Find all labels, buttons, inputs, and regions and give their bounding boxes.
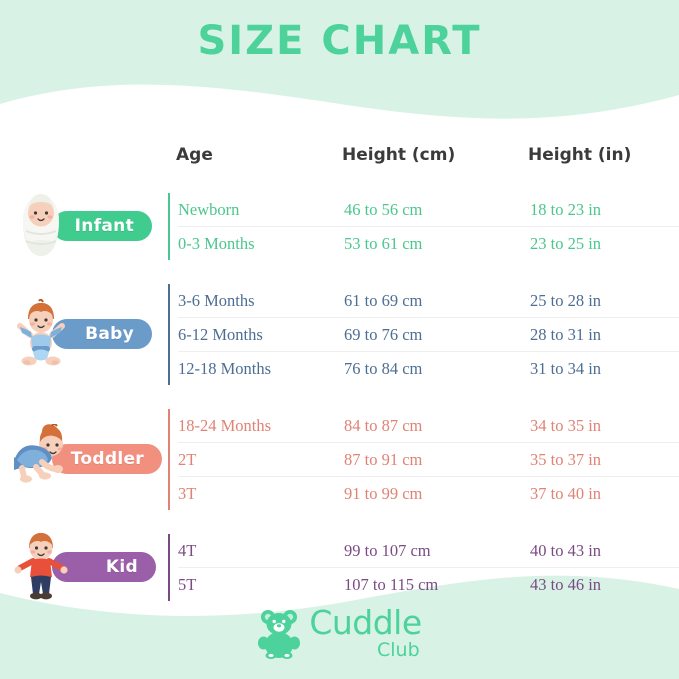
height-cm-cell: 53 to 61 cm [344,234,423,253]
table-row: 5T 107 to 115 cm 43 to 46 in [178,568,679,601]
page-title: SIZE CHART [197,18,482,64]
category-badge-kid[interactable]: Kid [0,532,168,602]
age-cell: 2T [178,450,197,469]
table-row: 18-24 Months 84 to 87 cm 34 to 35 in [178,409,679,443]
column-header-height-in: Height (in) [528,145,632,165]
age-cell: 5T [178,575,197,594]
age-cell: 3T [178,484,197,503]
column-header-age: Age [176,145,213,165]
category-pill[interactable]: Toddler [52,443,162,474]
crawling-toddler-icon [12,422,70,494]
table-row: Newborn 46 to 56 cm 18 to 23 in [178,193,679,227]
size-group-rows: 3-6 Months 61 to 69 cm 25 to 28 in 6-12 Mon… [168,284,679,385]
size-group-kid: 4T 99 to 107 cm 40 to 43 in 5T 107 to 115 cm… [0,532,679,602]
table-row: 2T 87 to 91 cm 35 to 37 in [178,443,679,477]
standing-kid-icon [14,533,68,600]
height-in-cell: 40 to 43 in [530,541,602,560]
category-badge-baby[interactable]: Baby [0,284,168,383]
table-row: 12-18 Months 76 to 84 cm 31 to 34 in [178,352,679,385]
table-row: 4T 99 to 107 cm 40 to 43 in [178,534,679,568]
age-cell: 3-6 Months [178,291,255,310]
size-chart-table: Age Height (cm) Height (in) Newborn 46 to… [0,145,679,601]
table-row: 3-6 Months 61 to 69 cm 25 to 28 in [178,284,679,318]
category-badge-toddler[interactable]: Toddler [0,409,168,508]
height-in-cell: 34 to 35 in [530,416,602,435]
age-cell: 0-3 Months [178,234,255,253]
brand-name-main: Cuddle [309,603,422,642]
category-pill[interactable]: Baby [52,318,152,349]
category-pill-label: Infant [74,216,134,236]
height-in-cell: 31 to 34 in [530,359,602,378]
height-cm-cell: 99 to 107 cm [344,541,431,560]
height-in-cell: 28 to 31 in [530,325,602,344]
height-cm-cell: 61 to 69 cm [344,291,423,310]
top-wave-decoration [0,0,679,119]
size-group-rows: 18-24 Months 84 to 87 cm 34 to 35 in 2T 87 t… [168,409,679,510]
age-cell: 12-18 Months [178,359,272,378]
group-spacer [0,260,679,284]
bottom-wave-decoration [0,575,679,679]
height-in-cell: 23 to 25 in [530,234,602,253]
size-group-infant: Newborn 46 to 56 cm 18 to 23 in 0-3 Months 5… [0,193,679,260]
height-cm-cell: 84 to 87 cm [344,416,423,435]
table-header-row: Age Height (cm) Height (in) [0,145,679,193]
table-row: 6-12 Months 69 to 76 cm 28 to 31 in [178,318,679,352]
height-in-cell: 35 to 37 in [530,450,602,469]
table-groups: Newborn 46 to 56 cm 18 to 23 in 0-3 Months 5… [0,193,679,601]
height-cm-cell: 107 to 115 cm [344,575,439,594]
height-in-cell: 18 to 23 in [530,200,602,219]
crawling-toddler-icon [14,422,63,483]
swaddled-baby-icon [23,194,59,256]
height-cm-cell: 46 to 56 cm [344,200,423,219]
height-cm-cell: 91 to 99 cm [344,484,423,503]
brand-name-sub: Club [377,639,420,661]
height-cm-cell: 76 to 84 cm [344,359,423,378]
height-cm-cell: 69 to 76 cm [344,325,423,344]
swaddled-baby-icon [12,191,70,261]
group-spacer [0,510,679,534]
height-in-cell: 25 to 28 in [530,291,602,310]
sitting-baby-icon [17,298,65,365]
sitting-baby-icon [12,298,70,369]
size-group-toddler: 18-24 Months 84 to 87 cm 34 to 35 in 2T 87 t… [0,409,679,510]
size-group-rows: 4T 99 to 107 cm 40 to 43 in 5T 107 to 115 cm… [168,534,679,601]
group-spacer [0,385,679,409]
height-in-cell: 37 to 40 in [530,484,602,503]
standing-kid-icon [12,532,70,602]
teddy-bear-icon [258,610,301,659]
category-badge-infant[interactable]: Infant [0,193,168,259]
age-cell: 18-24 Months [178,416,272,435]
column-header-height-cm: Height (cm) [342,145,456,165]
category-pill-label: Kid [105,557,138,577]
height-in-cell: 43 to 46 in [530,575,602,594]
age-cell: Newborn [178,200,240,219]
size-group-rows: Newborn 46 to 56 cm 18 to 23 in 0-3 Months 5… [168,193,679,260]
height-cm-cell: 87 to 91 cm [344,450,423,469]
category-pill[interactable]: Kid [52,552,156,582]
brand-logo: Cuddle Club [0,598,679,668]
category-pill-label: Toddler [70,448,144,469]
age-cell: 6-12 Months [178,325,263,344]
category-pill[interactable]: Infant [52,211,152,241]
table-row: 0-3 Months 53 to 61 cm 23 to 25 in [178,227,679,260]
category-pill-label: Baby [85,323,134,344]
size-group-baby: 3-6 Months 61 to 69 cm 25 to 28 in 6-12 Mon… [0,284,679,385]
table-row: 3T 91 to 99 cm 37 to 40 in [178,477,679,510]
age-cell: 4T [178,541,197,560]
